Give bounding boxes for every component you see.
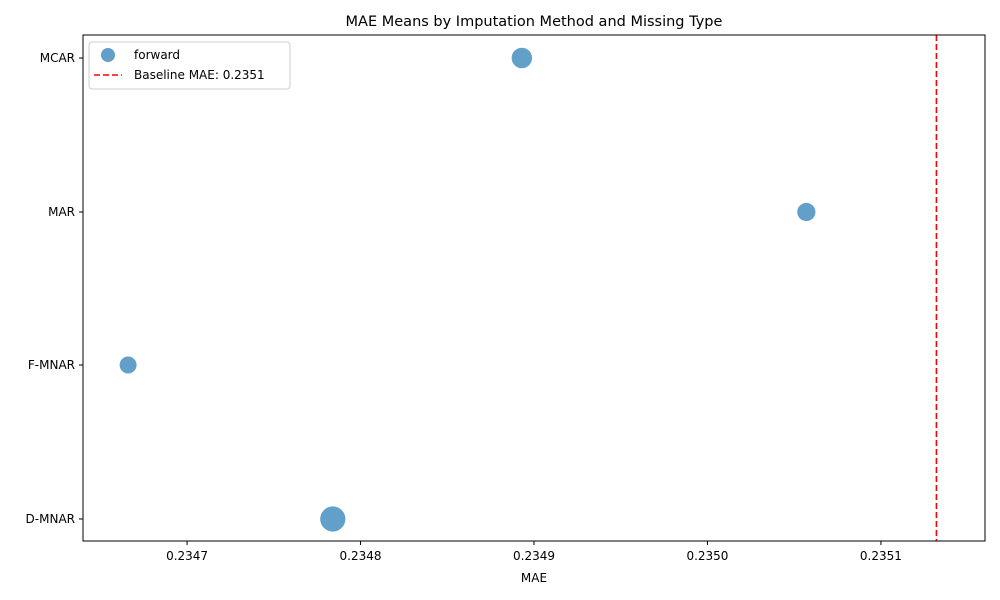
- plot-points: [119, 47, 816, 532]
- legend-marker-forward: [101, 48, 115, 62]
- data-point-mcar: [511, 47, 533, 69]
- y-tick-label: MCAR: [40, 51, 75, 65]
- x-tick-label: 0.2348: [340, 549, 382, 563]
- x-tick-label: 0.2350: [686, 549, 728, 563]
- data-point-f-mnar: [119, 356, 137, 374]
- x-tick-label: 0.2351: [860, 549, 902, 563]
- legend-label-forward: forward: [134, 48, 180, 62]
- plot-frame: [82, 34, 986, 542]
- x-axis-label: MAE: [521, 571, 547, 585]
- legend-box: [88, 41, 291, 90]
- x-tick-label: 0.2349: [513, 549, 555, 563]
- legend: forward Baseline MAE: 0.2351: [88, 41, 291, 90]
- data-point-mar: [797, 202, 816, 222]
- y-tick-label: MAR: [48, 205, 75, 219]
- y-tick-label: D-MNAR: [26, 512, 75, 526]
- data-point-d-mnar: [320, 506, 346, 532]
- x-tick-label: 0.2347: [166, 549, 208, 563]
- x-axis: 0.2347 0.2348 0.2349 0.2350 0.2351: [166, 541, 902, 563]
- chart-title: MAE Means by Imputation Method and Missi…: [346, 14, 723, 30]
- y-tick-label: F-MNAR: [28, 358, 75, 372]
- y-axis: MCAR MAR F-MNAR D-MNAR: [26, 51, 83, 526]
- legend-label-baseline: Baseline MAE: 0.2351: [134, 68, 265, 82]
